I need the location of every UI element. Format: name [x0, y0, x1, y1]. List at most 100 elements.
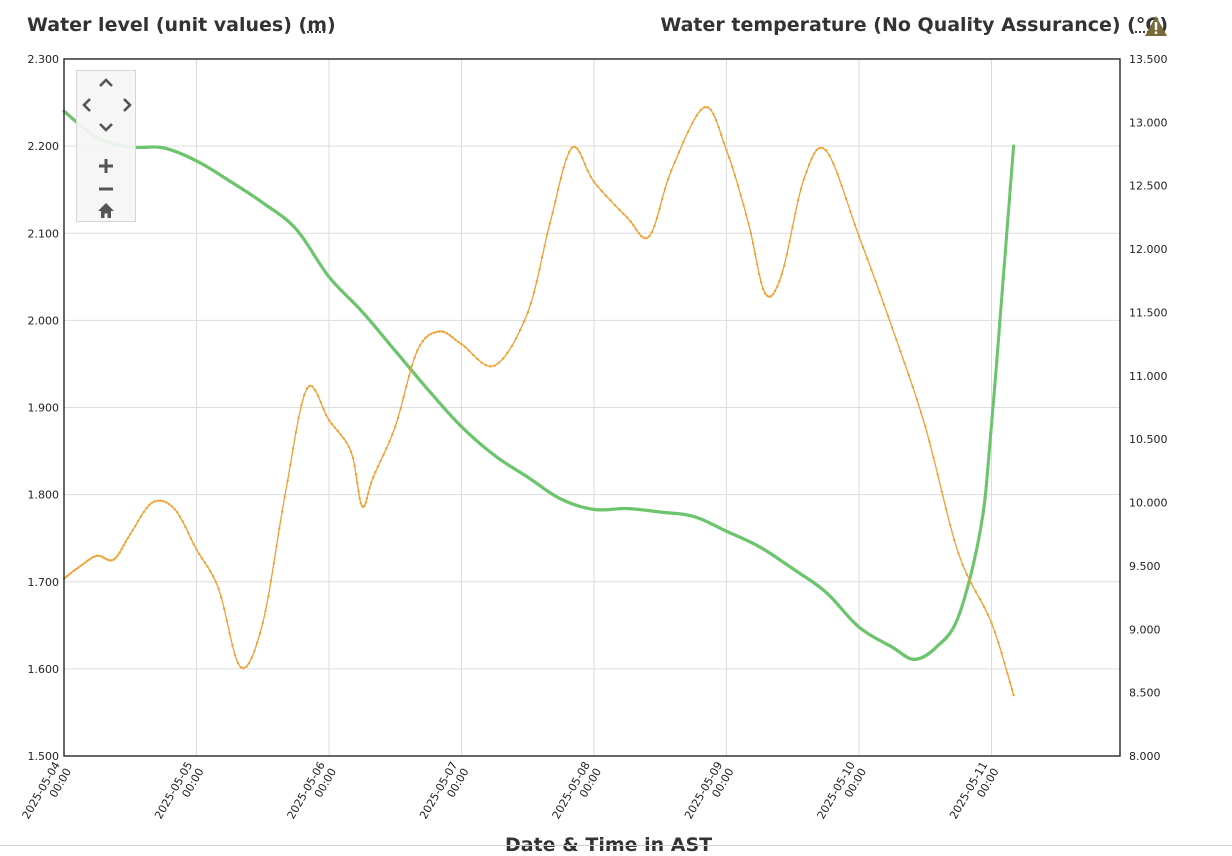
data-point: [878, 291, 881, 294]
data-point: [359, 502, 362, 505]
data-point: [89, 557, 93, 560]
water-level-line[interactable]: [63, 110, 1016, 661]
left-tick-label: 1.500: [28, 750, 60, 763]
data-point: [982, 503, 986, 508]
data-point: [670, 169, 673, 172]
data-point: [661, 197, 664, 200]
data-point: [110, 559, 113, 562]
data-point: [890, 326, 894, 329]
pan-down-icon[interactable]: [96, 117, 116, 137]
data-point: [136, 519, 140, 523]
data-point: [663, 187, 667, 190]
navigation-panel: [76, 70, 136, 222]
pan-up-icon[interactable]: [96, 73, 116, 93]
data-point: [336, 429, 339, 433]
data-point: [673, 160, 677, 163]
data-point: [124, 540, 127, 543]
warning-triangle-icon[interactable]: [1144, 15, 1168, 37]
data-point: [990, 414, 994, 418]
data-point: [83, 561, 86, 565]
data-point: [214, 580, 217, 584]
data-point: [275, 544, 278, 548]
data-point: [228, 632, 231, 635]
data-point: [1000, 651, 1003, 655]
water-temperature-line[interactable]: [63, 106, 1015, 696]
data-point: [540, 256, 544, 259]
data-point: [118, 551, 121, 554]
data-point: [1000, 291, 1004, 295]
data-point: [987, 456, 991, 460]
home-icon[interactable]: [96, 201, 116, 221]
pan-left-icon[interactable]: [77, 95, 97, 115]
data-point: [807, 163, 811, 166]
data-point: [761, 287, 765, 291]
data-point: [370, 481, 373, 484]
right-tick-label: 13.000: [1129, 116, 1168, 129]
data-point: [988, 444, 992, 449]
data-point: [70, 571, 73, 575]
data-point: [991, 405, 995, 409]
data-point: [497, 361, 500, 364]
data-point: [658, 207, 661, 210]
data-point: [960, 604, 964, 608]
data-point: [438, 330, 441, 333]
data-point: [253, 649, 256, 653]
data-point: [982, 500, 987, 504]
data-point: [751, 242, 755, 245]
data-point: [342, 437, 345, 440]
data-point: [532, 291, 536, 294]
data-point: [95, 554, 99, 557]
data-point: [297, 416, 300, 419]
data-point: [940, 490, 943, 493]
data-point: [1003, 249, 1008, 253]
data-point: [796, 199, 800, 202]
data-point: [1007, 198, 1012, 202]
data-point: [267, 595, 270, 598]
data-point: [153, 500, 157, 503]
data-point: [562, 166, 565, 169]
pan-right-icon[interactable]: [117, 95, 137, 115]
data-point: [648, 235, 651, 238]
data-point: [476, 357, 479, 361]
data-point: [548, 222, 551, 225]
water-temperature-line-group: [62, 106, 1015, 697]
data-point: [480, 361, 483, 364]
data-point: [300, 404, 303, 407]
right-axis-title-close: ): [1159, 14, 1168, 36]
data-point: [120, 547, 123, 551]
data-point: [316, 394, 320, 397]
data-point: [142, 510, 145, 514]
data-point: [286, 479, 289, 483]
data-point: [768, 295, 771, 298]
right-tick-label: 9.000: [1129, 623, 1161, 636]
data-point: [720, 133, 723, 136]
data-point: [106, 558, 109, 561]
zoom-in-icon[interactable]: [96, 156, 116, 176]
data-point: [203, 561, 206, 564]
data-point: [108, 559, 111, 562]
data-point: [618, 208, 621, 211]
data-point: [388, 440, 391, 443]
zoom-out-icon[interactable]: [96, 179, 116, 199]
data-point: [604, 194, 608, 198]
data-point: [368, 486, 371, 490]
data-point: [645, 237, 648, 240]
data-point: [1008, 680, 1012, 684]
data-point: [958, 609, 962, 614]
right-axis-title: Water temperature (No Quality Assurance)…: [660, 14, 1168, 36]
data-point: [446, 332, 449, 335]
data-point: [903, 361, 906, 365]
data-point: [815, 148, 818, 151]
data-point: [126, 536, 130, 540]
data-point: [895, 338, 898, 341]
data-point: [543, 244, 546, 248]
data-point: [998, 319, 1002, 323]
data-point: [170, 505, 173, 508]
data-point: [418, 344, 422, 347]
data-point: [699, 108, 702, 112]
data-point: [77, 566, 80, 569]
